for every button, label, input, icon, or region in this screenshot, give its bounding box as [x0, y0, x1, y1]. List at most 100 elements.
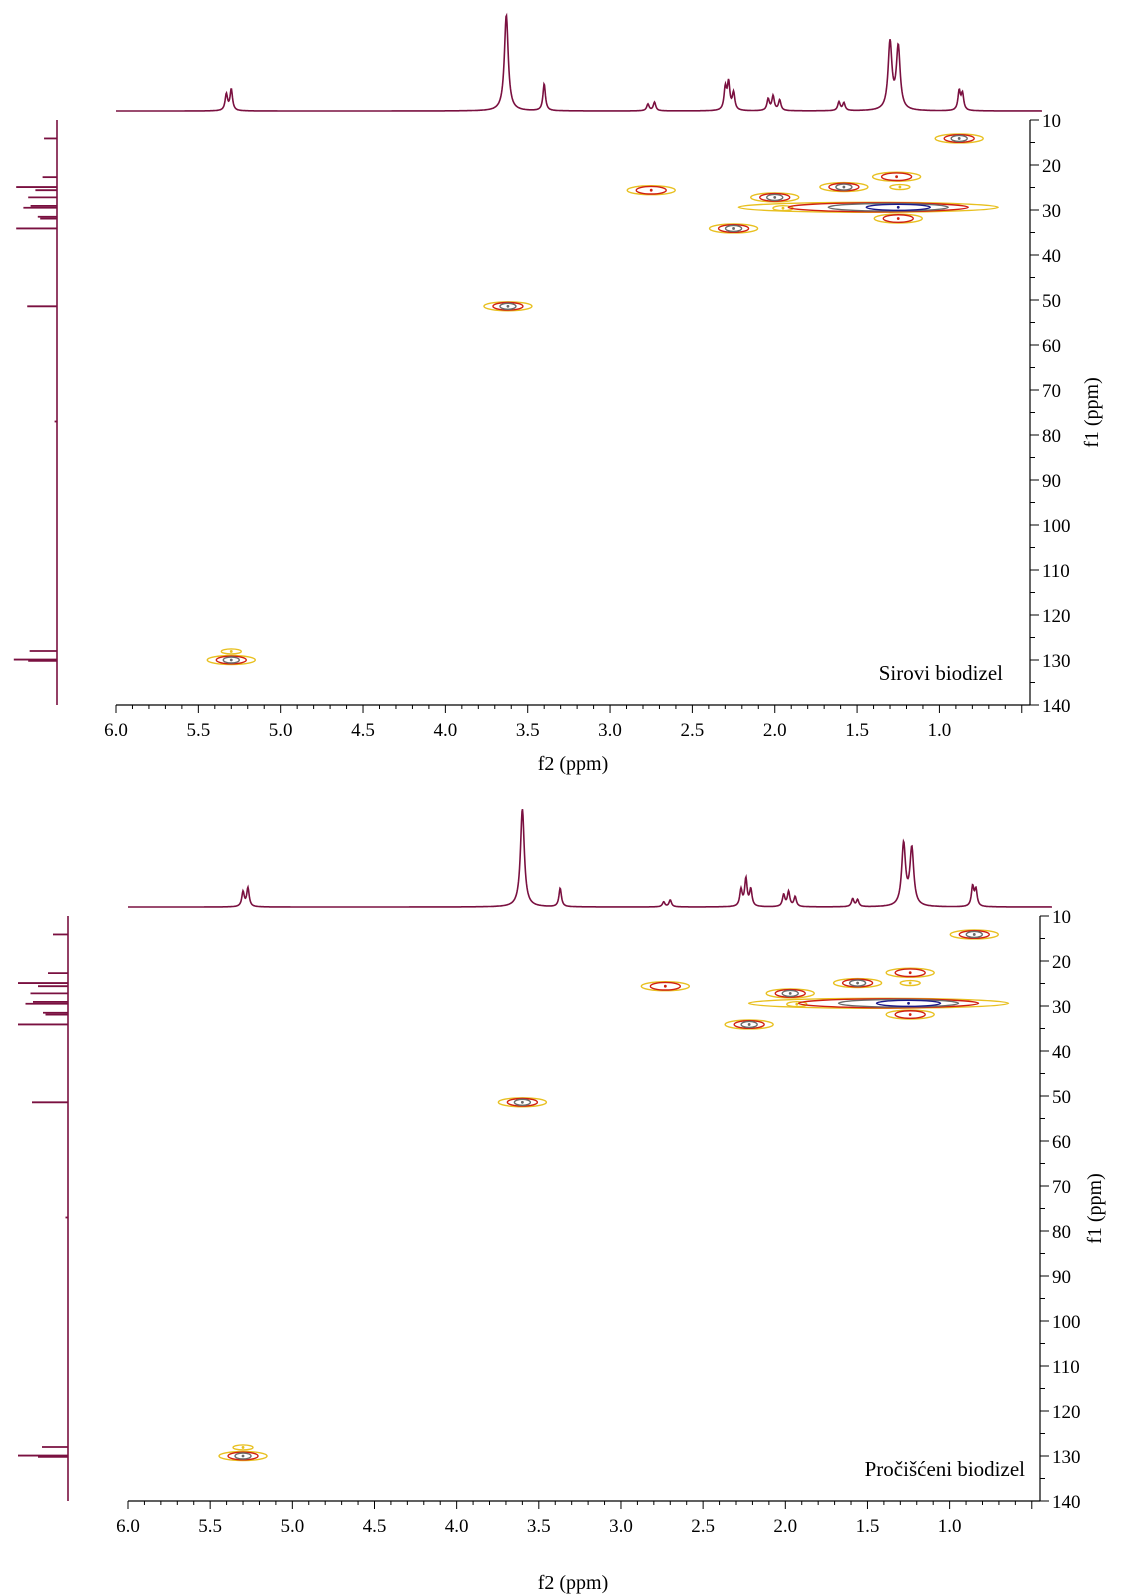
x-tick-label: 5.0: [280, 1516, 304, 1537]
x-tick-label: 1.5: [845, 720, 869, 741]
y-tick-label: 110: [1052, 1357, 1080, 1378]
contour-level: [234, 1452, 252, 1460]
cross-peak-center: [795, 1002, 799, 1006]
y-tick-label: 30: [1042, 201, 1061, 222]
y-tick-label: 50: [1042, 291, 1061, 312]
contour-level: [222, 656, 240, 664]
cross-peak-center: [520, 1100, 524, 1104]
x-tick-label: 6.0: [116, 1516, 140, 1537]
sample-label: Pročišćeni biodizel: [865, 1457, 1026, 1481]
cross-peak: [934, 133, 984, 144]
x-tick-label: 2.5: [681, 720, 705, 741]
cross-peak-center: [781, 206, 785, 210]
cross-peak-center: [907, 1001, 910, 1005]
hsqc-panel-top: 6.0 5.5 5.0 4.5 4.0 3.5 3.0 2.5 2.0 1.5 1.0 10 20 30 4…: [13, 12, 1103, 775]
contour-level: [635, 185, 667, 195]
contour-level: [958, 929, 990, 939]
y-tick-label: 60: [1042, 336, 1061, 357]
cross-peak-center: [788, 992, 792, 995]
contour-level: [483, 301, 533, 312]
y-tick-label: 140: [1042, 696, 1071, 717]
contour-level: [894, 1010, 926, 1020]
contour-level: [841, 978, 874, 988]
cross-peak-center: [241, 1454, 245, 1458]
cross-peak: [873, 213, 923, 224]
cross-peak: [708, 223, 759, 234]
y-tick-label: 70: [1042, 381, 1061, 402]
contour-level: [848, 979, 867, 987]
cross-peak-center: [896, 205, 900, 209]
y-tick-label: 40: [1052, 1042, 1071, 1063]
cross-peak-center: [649, 188, 653, 192]
y-tick-label: 40: [1042, 246, 1061, 267]
cross-peak-center: [773, 196, 777, 199]
x-tick-label: 3.5: [527, 1516, 551, 1537]
x-tick-label: 4.0: [445, 1516, 469, 1537]
y-tick-label: 110: [1042, 561, 1070, 582]
cross-peak: [232, 1444, 254, 1451]
cross-peak-center: [856, 981, 859, 985]
y-tick-label: 100: [1052, 1312, 1081, 1333]
contour-level: [880, 172, 913, 182]
contour-level: [227, 1451, 259, 1461]
cross-peak-center: [663, 984, 667, 988]
x-tick-label: 4.5: [363, 1516, 387, 1537]
y-tick-label: 20: [1052, 952, 1071, 973]
contour-level: [965, 930, 983, 939]
cross-peak-center: [229, 658, 233, 662]
x-axis-title: f2 (ppm): [538, 753, 609, 775]
cross-peak: [626, 184, 676, 196]
x-tick-label: 3.0: [598, 720, 622, 741]
y-tick-label: 10: [1042, 111, 1061, 132]
contour-level: [218, 1450, 268, 1462]
y-tick-label: 50: [1052, 1087, 1071, 1108]
contour-level: [506, 1097, 539, 1107]
cross-peak: [889, 183, 911, 191]
hsqc-chart-bottom: 6.0 5.5 5.0 4.5 4.0 3.5 3.0 2.5 2.0 1.5 1.0 10 20 30 4…: [18, 809, 1106, 1594]
contour-level: [781, 989, 799, 998]
contour-level: [759, 192, 791, 202]
cross-peak: [871, 171, 922, 182]
contour-level: [950, 134, 968, 143]
y-tick-label: 90: [1042, 471, 1061, 492]
contour-level: [733, 1019, 765, 1029]
cross-peak-center: [229, 650, 233, 653]
y-tick-label: 20: [1042, 156, 1061, 177]
cross-peak: [750, 192, 800, 203]
contour-level: [827, 202, 949, 212]
cross-peak: [483, 301, 533, 312]
cross-peak: [819, 181, 869, 193]
contour-level: [724, 224, 743, 233]
contour-level: [649, 981, 682, 991]
y-axis-title: f1 (ppm): [1081, 377, 1103, 448]
cross-peak: [765, 988, 815, 999]
cross-peak: [885, 967, 935, 978]
cross-peak-center: [895, 175, 899, 179]
h1-projection-trace: [116, 12, 1042, 112]
hsqc-panel-bottom: 6.0 5.5 5.0 4.5 4.0 3.5 3.0 2.5 2.0 1.5 1.0 10 20 30 4…: [0, 797, 1133, 1594]
contour-level: [499, 302, 517, 310]
contour-level: [894, 968, 926, 978]
contour-level: [837, 998, 960, 1008]
contour-level: [766, 193, 784, 202]
cross-peak-center: [972, 933, 976, 936]
contour-level: [220, 648, 242, 655]
y-tick-label: 60: [1052, 1132, 1071, 1153]
cross-peak-center: [896, 217, 900, 220]
sample-label: Sirovi biodizel: [879, 661, 1003, 685]
contour-level: [889, 183, 911, 191]
x-tick-label: 1.0: [928, 720, 952, 741]
contour-level: [215, 655, 247, 665]
x-tick-label: 1.0: [938, 1516, 962, 1537]
contour-level: [865, 203, 931, 212]
cross-peak: [640, 980, 691, 992]
cross-peak-center: [908, 1013, 912, 1016]
contour-level: [232, 1444, 254, 1451]
cross-peak: [832, 977, 883, 989]
x-tick-label: 2.5: [691, 1516, 715, 1537]
h1-projection-trace: [128, 809, 1052, 908]
cross-peak: [747, 997, 1010, 1010]
cross-peak: [885, 1009, 935, 1020]
x-tick-label: 3.0: [609, 1516, 633, 1537]
y-tick-label: 80: [1042, 426, 1061, 447]
